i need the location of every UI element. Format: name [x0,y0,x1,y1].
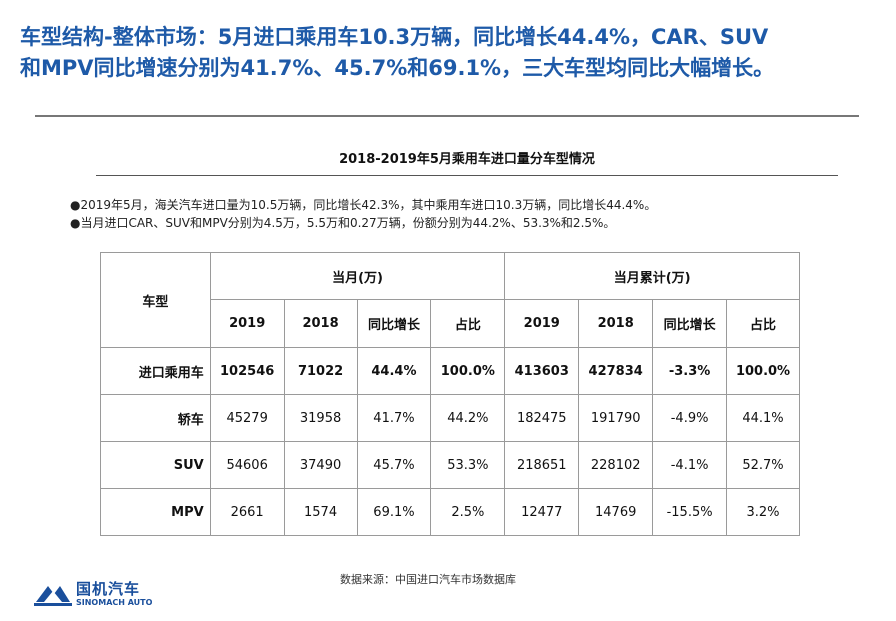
column-header: 2018 [283,299,358,348]
table-cell: 2.5% [430,488,506,536]
table-cell: 191790 [578,394,654,442]
table-cell: -15.5% [652,488,728,536]
table-cell: 44.1% [726,394,800,442]
table-cell: 1574 [283,488,358,536]
table-cell: 71022 [283,347,358,395]
headline-line-2: 和MPV同比增速分别为41.7%、45.7%和69.1%，三大车型均同比大幅增长… [20,56,775,80]
group-header-cumulative: 当月累计(万) [504,252,800,300]
table-cell: 427834 [578,347,654,395]
table-cell: -4.1% [652,441,728,489]
table-cell: 54606 [209,441,285,489]
table-row: 进口乘用车 102546 71022 44.4% 100.0% 413603 4… [100,347,800,395]
table-cell: 218651 [504,441,580,489]
data-source-note: 数据来源：中国进口汽车市场数据库 [340,573,516,586]
column-header: 2018 [578,299,654,348]
table-cell: 102546 [209,347,285,395]
table-cell: 45.7% [356,441,432,489]
column-header: 占比 [430,299,506,348]
title-divider [96,175,838,176]
table-cell: 228102 [578,441,654,489]
table-cell: 100.0% [430,347,506,395]
group-header-month: 当月(万) [209,252,506,300]
sinomach-logo-icon [34,586,72,606]
table-cell: 31958 [283,394,358,442]
row-label: 进口乘用车 [100,347,211,395]
table-title: 2018-2019年5月乘用车进口量分车型情况 [339,152,595,167]
row-label: SUV [100,441,211,489]
table-cell: 44.4% [356,347,432,395]
column-header: 占比 [726,299,800,348]
table-cell: 37490 [283,441,358,489]
table-cell: 3.2% [726,488,800,536]
table-header-row-2: 2019 2018 同比增长 占比 2019 2018 同比增长 占比 [101,299,800,348]
import-volume-table: 车型 当月(万) 当月累计(万) 2019 2018 同比增长 占比 2019 … [100,252,800,536]
table-cell: -3.3% [652,347,728,395]
slide-headline: 车型结构-整体市场：5月进口乘用车10.3万辆，同比增长44.4%，CAR、SU… [20,22,880,84]
table-cell: 44.2% [430,394,506,442]
company-logo: 国机汽车 SINOMACH AUTO [34,576,174,616]
table-cell: 100.0% [726,347,800,395]
table-row: MPV 2661 1574 69.1% 2.5% 12477 14769 -15… [100,488,800,536]
table-cell: 52.7% [726,441,800,489]
headline-line-1: 车型结构-整体市场：5月进口乘用车10.3万辆，同比增长44.4%，CAR、SU… [20,25,769,49]
header-divider [35,115,859,117]
summary-bullets: ●2019年5月，海关汽车进口量为10.5万辆，同比增长42.3%，其中乘用车进… [70,196,656,232]
table-cell: 182475 [504,394,580,442]
table-cell: 53.3% [430,441,506,489]
table-row: SUV 54606 37490 45.7% 53.3% 218651 22810… [100,441,800,489]
table-cell: 45279 [209,394,285,442]
corner-header: 车型 [100,252,211,348]
table-cell: -4.9% [652,394,728,442]
logo-text-en: SINOMACH AUTO [76,598,153,607]
logo-text-cn: 国机汽车 [76,580,141,598]
column-header: 同比增长 [652,299,728,348]
table-cell: 2661 [209,488,285,536]
column-header: 同比增长 [356,299,432,348]
row-label: 轿车 [100,394,211,442]
table-cell: 14769 [578,488,654,536]
column-header: 2019 [209,299,285,348]
column-header: 2019 [504,299,580,348]
bullet-item: ●2019年5月，海关汽车进口量为10.5万辆，同比增长42.3%，其中乘用车进… [70,198,657,212]
bullet-item: ●当月进口CAR、SUV和MPV分别为4.5万，5.5万和0.27万辆，份额分别… [70,216,616,230]
table-header-row-1: 车型 当月(万) 当月累计(万) [100,252,800,348]
table-cell: 12477 [504,488,580,536]
table-cell: 69.1% [356,488,432,536]
row-label: MPV [100,488,211,536]
table-cell: 413603 [504,347,580,395]
table-row: 轿车 45279 31958 41.7% 44.2% 182475 191790… [100,394,800,442]
table-cell: 41.7% [356,394,432,442]
